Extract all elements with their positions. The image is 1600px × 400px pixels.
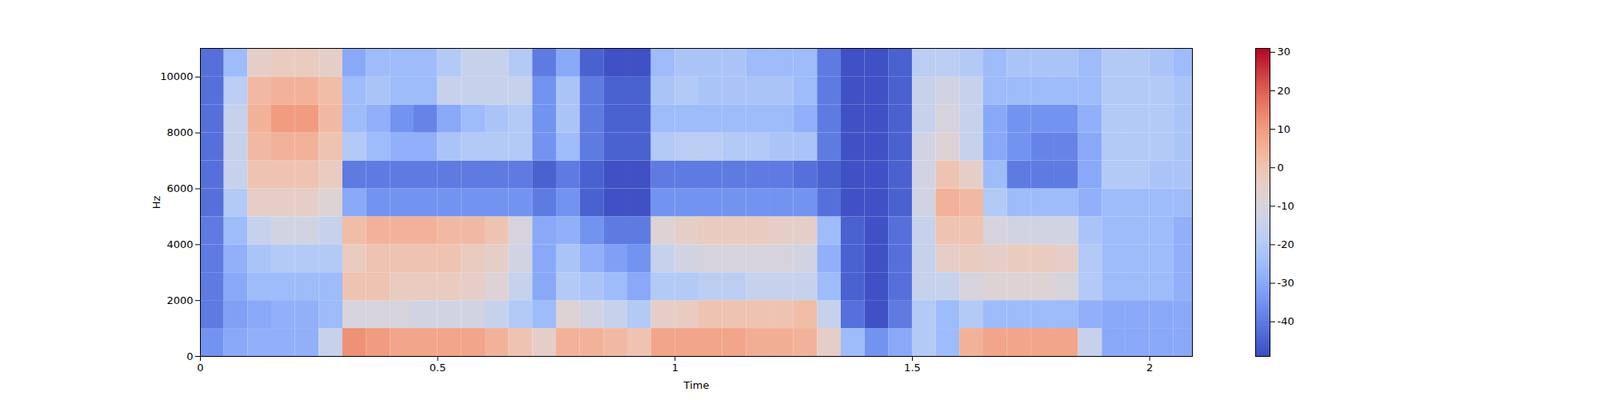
svg-text:0: 0 (1277, 161, 1284, 174)
svg-text:10: 10 (1277, 123, 1292, 136)
svg-text:-30: -30 (1277, 276, 1295, 289)
svg-text:0.5: 0.5 (429, 361, 447, 374)
svg-text:30: 30 (1277, 45, 1292, 58)
svg-text:4000: 4000 (166, 238, 193, 251)
svg-text:2: 2 (1146, 361, 1153, 374)
svg-text:2000: 2000 (166, 294, 193, 307)
svg-text:-10: -10 (1277, 200, 1295, 212)
svg-text:8000: 8000 (166, 126, 193, 139)
svg-text:-20: -20 (1277, 238, 1295, 251)
svg-text:20: 20 (1277, 84, 1292, 97)
svg-text:0: 0 (186, 350, 193, 363)
svg-text:Time: Time (683, 379, 710, 392)
svg-text:10000: 10000 (160, 70, 193, 83)
svg-text:1: 1 (672, 361, 679, 374)
svg-text:6000: 6000 (166, 182, 193, 195)
svg-text:Hz: Hz (150, 196, 163, 210)
svg-text:-40: -40 (1277, 315, 1295, 328)
svg-text:0: 0 (196, 361, 204, 374)
svg-text:1.5: 1.5 (904, 361, 921, 374)
